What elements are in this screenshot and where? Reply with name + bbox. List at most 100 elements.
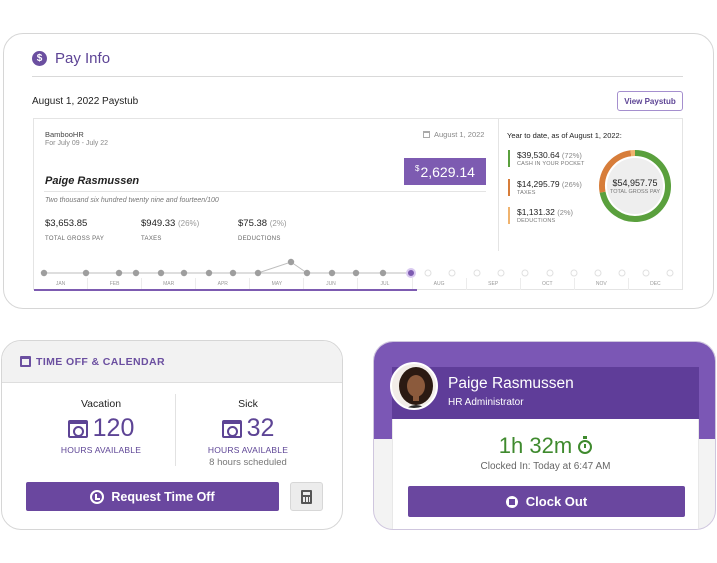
calculator-icon	[301, 489, 312, 504]
paystub-summary: BambooHR For July 09 - July 22 August 1,…	[33, 118, 683, 291]
vacation-calendar-icon	[67, 419, 88, 438]
paystub-title: August 1, 2022 Paystub	[32, 96, 139, 107]
deductions-summary: $75.38 (2%) DEDUCTIONS	[238, 218, 287, 242]
pay-info-card: $ Pay Info August 1, 2022 Paystub View P…	[3, 33, 714, 309]
time-off-header: TIME OFF & CALENDAR	[2, 341, 342, 383]
ytd-divider	[498, 119, 499, 251]
paystub-timeline[interactable]	[34, 249, 682, 279]
taxes-summary: $949.33 (26%) TAXES	[141, 218, 199, 242]
timeline-point[interactable]	[82, 269, 90, 277]
net-pay-amount: 2,629.14	[420, 163, 475, 180]
donut-label: TOTAL GROSS PAY	[609, 189, 661, 195]
gross-amount: $3,653.85	[45, 218, 88, 229]
time-off-title: TIME OFF & CALENDAR	[36, 355, 165, 368]
header-divider	[32, 76, 683, 77]
timeline-point-future	[521, 269, 529, 277]
vacation-label: Vacation	[80, 398, 122, 410]
timeline-point[interactable]	[379, 269, 387, 277]
timeline-point-future	[642, 269, 650, 277]
taxes-amount: $949.33	[141, 218, 176, 229]
timeline-point[interactable]	[303, 269, 311, 277]
month-label: AUG	[413, 278, 467, 290]
ytd-cash-amount: $39,530.64	[517, 150, 560, 160]
sick-scheduled: 8 hours scheduled	[209, 457, 287, 468]
timeline-point-future	[546, 269, 554, 277]
sick-calendar-icon	[221, 419, 242, 438]
avatar	[390, 362, 438, 410]
timeline-point[interactable]	[254, 269, 262, 277]
month-label: JUL	[358, 278, 413, 290]
ytd-deductions-pct: (2%)	[557, 208, 574, 217]
pay-info-header: $ Pay Info	[32, 50, 110, 67]
ytd-deductions-amount: $1,131.32	[517, 207, 555, 217]
request-time-off-button[interactable]: Request Time Off	[26, 482, 279, 511]
deductions-pct: (2%)	[269, 219, 287, 228]
gross-pay-summary: $3,653.85 TOTAL GROSS PAY	[45, 218, 104, 242]
month-label: MAY	[250, 278, 305, 290]
sick-balance[interactable]: Sick 32 HOURS AVAILABLE 8 hours schedule…	[200, 398, 296, 468]
column-divider	[175, 394, 176, 466]
stub-date-text: August 1, 2022	[434, 130, 485, 139]
timeline-point-future	[473, 269, 481, 277]
timeline-point[interactable]	[115, 269, 123, 277]
month-label: APR	[196, 278, 251, 290]
ytd-taxes-amount: $14,295.79	[517, 179, 560, 189]
timeline-point-future	[666, 269, 674, 277]
clock-card: Paige Rasmussen HR Administrator 1h 32m …	[373, 341, 716, 530]
elapsed-months-bar	[34, 289, 417, 291]
donut-center	[607, 158, 663, 214]
clock-out-button[interactable]: Clock Out	[408, 486, 685, 517]
timeline-point-future	[424, 269, 432, 277]
ytd-cash-label: CASH IN YOUR POCKET	[517, 161, 585, 167]
employee-name: Paige Rasmussen	[45, 175, 140, 187]
ytd-taxes-pct: (26%)	[561, 180, 582, 189]
profile-name: Paige Rasmussen	[448, 375, 574, 392]
sick-label: Sick	[238, 398, 258, 410]
deductions-amount: $75.38	[238, 218, 268, 229]
stub-divider	[44, 191, 486, 192]
calendar-icon	[423, 131, 430, 138]
timeline-point[interactable]	[352, 269, 360, 277]
taxes-label: TAXES	[141, 236, 162, 242]
calendar-icon	[20, 356, 31, 367]
month-label: SEP	[467, 278, 521, 290]
donut-slice-cash	[599, 150, 671, 222]
stop-icon	[505, 495, 518, 508]
timeline-point-selected[interactable]	[406, 268, 416, 278]
sick-hours: 32	[246, 414, 275, 442]
timeline-point-future	[594, 269, 602, 277]
pay-info-title: Pay Info	[55, 50, 111, 67]
ytd-cash-pct: (72%)	[561, 151, 582, 160]
timeline-point[interactable]	[132, 269, 140, 277]
currency-symbol: $	[415, 164, 420, 173]
timeline-point[interactable]	[40, 269, 48, 277]
month-label: JUN	[304, 278, 359, 290]
month-label: OCT	[521, 278, 575, 290]
calculator-button[interactable]	[290, 482, 323, 511]
time-off-card: TIME OFF & CALENDAR Vacation 120 HOURS A…	[1, 340, 343, 530]
stopwatch-icon	[578, 436, 593, 454]
timeline-point[interactable]	[328, 269, 336, 277]
clocked-in-text: Clocked In: Today at 6:47 AM	[480, 461, 611, 472]
net-pay-badge: $ 2,629.14	[404, 158, 486, 185]
timeline-point[interactable]	[205, 269, 213, 277]
ytd-deductions: $1,131.32 (2%) DEDUCTIONS	[508, 207, 573, 224]
timeline-point[interactable]	[157, 269, 165, 277]
timeline-point[interactable]	[180, 269, 188, 277]
amount-in-words: Two thousand six hundred twenty nine and…	[45, 197, 219, 204]
deductions-label: DEDUCTIONS	[238, 236, 281, 242]
vacation-unit: HOURS AVAILABLE	[60, 445, 142, 455]
month-label: MAR	[142, 278, 197, 290]
vacation-balance[interactable]: Vacation 120 HOURS AVAILABLE	[56, 398, 146, 455]
company-name: BambooHR	[45, 130, 84, 139]
timeline-point[interactable]	[229, 269, 237, 277]
ytd-taxes: $14,295.79 (26%) TAXES	[508, 179, 582, 196]
ytd-cash: $39,530.64 (72%) CASH IN YOUR POCKET	[508, 150, 585, 167]
timeline-point[interactable]	[287, 258, 295, 266]
pay-period: For July 09 - July 22	[45, 140, 109, 147]
timeline-point-future	[570, 269, 578, 277]
request-time-off-label: Request Time Off	[111, 489, 215, 504]
timeline-point-future	[448, 269, 456, 277]
view-paystub-button[interactable]: View Paystub	[617, 91, 683, 111]
month-label: NOV	[575, 278, 629, 290]
